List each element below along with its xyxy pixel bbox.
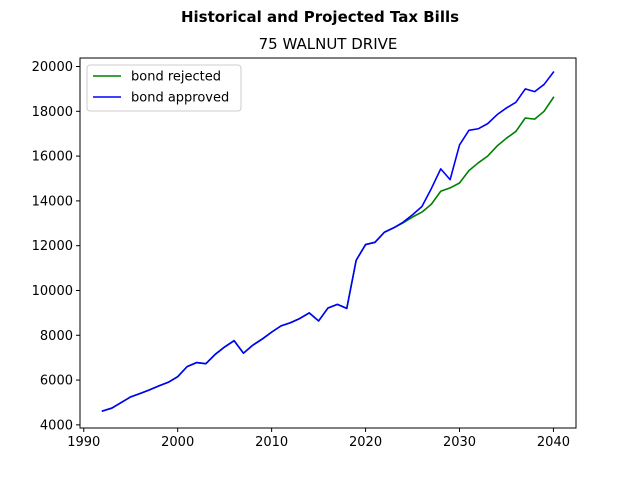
y-tick-label: 12000 bbox=[32, 239, 73, 254]
axes-frame bbox=[79, 57, 577, 429]
legend-box bbox=[86, 64, 242, 112]
plot-area bbox=[101, 70, 555, 412]
chart-suptitle: Historical and Projected Tax Bills bbox=[181, 8, 459, 26]
x-tick-label: 2010 bbox=[255, 435, 288, 450]
y-tick-label: 20000 bbox=[32, 60, 73, 75]
legend-label: bond rejected bbox=[131, 70, 221, 85]
y-tick-label: 4000 bbox=[40, 418, 73, 433]
y-tick-label: 16000 bbox=[32, 150, 73, 165]
legend-label: bond approved bbox=[131, 91, 229, 106]
series-line-bond-approved bbox=[101, 70, 555, 412]
y-tick-label: 18000 bbox=[32, 105, 73, 120]
series-line-bond-rejected bbox=[101, 96, 555, 412]
x-tick-label: 2000 bbox=[161, 435, 194, 450]
x-tick-label: 2020 bbox=[349, 435, 382, 450]
x-tick-label: 2030 bbox=[443, 435, 476, 450]
x-tick-label: 2040 bbox=[537, 435, 570, 450]
y-tick-label: 10000 bbox=[32, 284, 73, 299]
chart-title: 75 WALNUT DRIVE bbox=[259, 35, 398, 53]
y-tick-label: 6000 bbox=[40, 374, 73, 389]
x-tick-label: 1990 bbox=[67, 435, 100, 450]
y-tick-label: 14000 bbox=[32, 194, 73, 209]
legend: bond rejected bond approved bbox=[86, 64, 242, 112]
y-tick-label: 8000 bbox=[40, 329, 73, 344]
